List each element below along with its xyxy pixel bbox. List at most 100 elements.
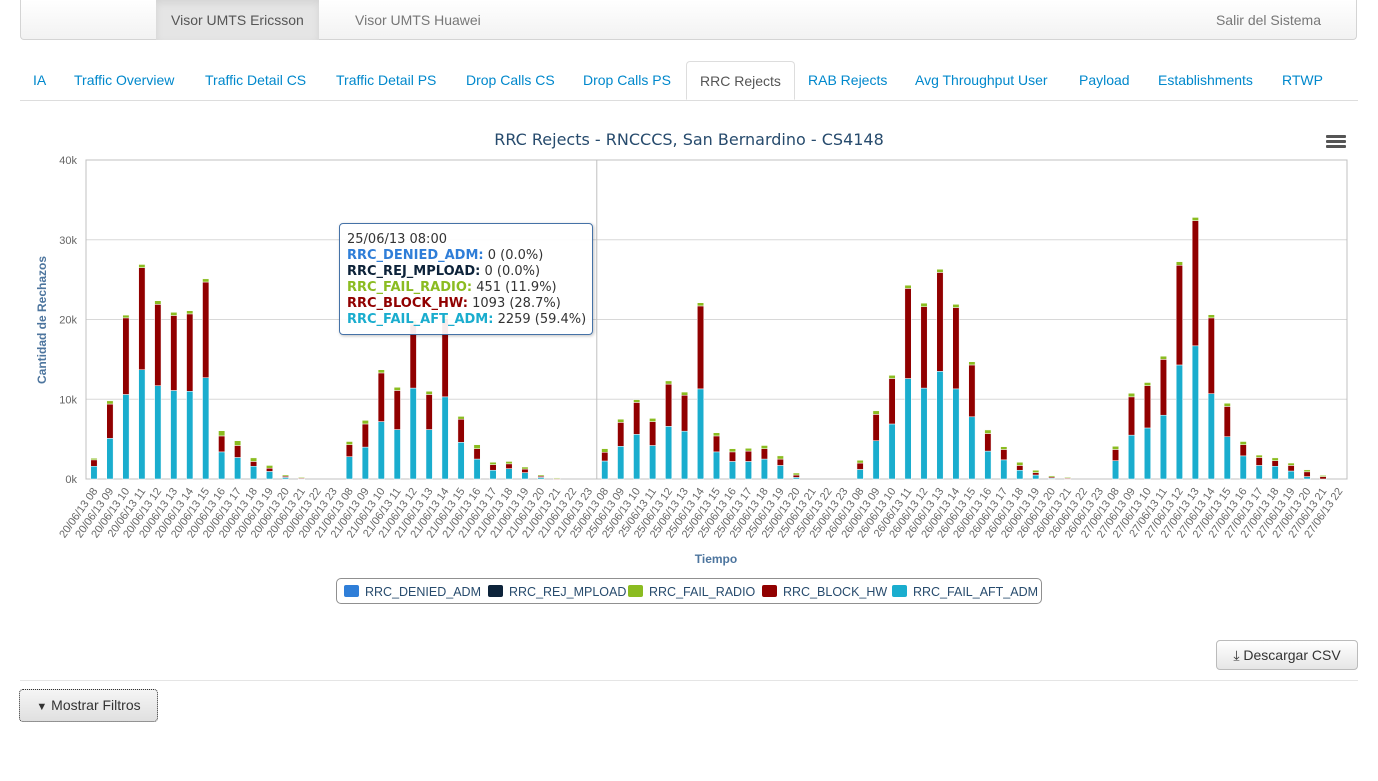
bar-segment[interactable]	[1032, 472, 1040, 476]
bar-segment[interactable]	[505, 463, 513, 469]
bar-segment[interactable]	[537, 474, 545, 477]
bar-segment[interactable]	[1016, 469, 1024, 480]
bar-segment[interactable]	[1032, 474, 1040, 480]
nav-visor-ericsson[interactable]: Visor UMTS Ericsson	[156, 0, 319, 40]
tab-rrc-rejects[interactable]: RRC Rejects	[686, 61, 795, 100]
bar-segment[interactable]	[122, 314, 130, 319]
bar-segment[interactable]	[473, 448, 481, 460]
bar-segment[interactable]	[298, 477, 305, 479]
bar-segment[interactable]	[713, 451, 720, 480]
bar-segment[interactable]	[138, 264, 146, 268]
tab-traffic-overview[interactable]: Traffic Overview	[74, 72, 175, 88]
bar-segment[interactable]	[1000, 459, 1008, 480]
bar-segment[interactable]	[1112, 460, 1120, 480]
bar-segment[interactable]	[920, 306, 928, 389]
bar-segment[interactable]	[1144, 385, 1151, 429]
bar-segment[interactable]	[170, 315, 178, 391]
bar-segment[interactable]	[872, 414, 880, 441]
bar-segment[interactable]	[649, 445, 657, 480]
bar-segment[interactable]	[473, 458, 481, 480]
bar-segment[interactable]	[473, 444, 481, 449]
bar-segment[interactable]	[984, 450, 992, 480]
legend-item-rej-mpload[interactable]: RRC_REJ_MPLOAD	[488, 584, 626, 600]
bar-segment[interactable]	[345, 456, 353, 480]
bar-segment[interactable]	[1128, 396, 1135, 436]
bar-segment[interactable]	[250, 457, 258, 462]
bar-segment[interactable]	[122, 394, 130, 480]
bar-segment[interactable]	[681, 395, 689, 432]
bar-segment[interactable]	[760, 458, 768, 480]
tab-traffic-detail-cs[interactable]: Traffic Detail CS	[205, 72, 307, 88]
bar-segment[interactable]	[377, 369, 385, 374]
bar-segment[interactable]	[1191, 217, 1199, 221]
tab-drop-calls-ps[interactable]: Drop Calls PS	[583, 72, 671, 88]
bar-segment[interactable]	[218, 451, 226, 480]
bar-segment[interactable]	[1175, 261, 1183, 266]
bar-segment[interactable]	[521, 472, 529, 480]
bar-segment[interactable]	[250, 461, 258, 467]
bar-segment[interactable]	[1000, 449, 1008, 461]
logout-link[interactable]: Salir del Sistema	[1215, 12, 1321, 28]
bar-segment[interactable]	[1255, 465, 1263, 480]
bar-segment[interactable]	[1271, 465, 1279, 480]
bar-segment[interactable]	[1319, 475, 1327, 477]
bar-segment[interactable]	[1223, 436, 1231, 480]
bar-segment[interactable]	[202, 281, 210, 378]
bar-segment[interactable]	[792, 474, 800, 478]
bar-segment[interactable]	[425, 391, 433, 395]
bar-segment[interactable]	[713, 432, 720, 437]
bar-segment[interactable]	[1303, 471, 1311, 477]
bar-segment[interactable]	[888, 423, 896, 480]
bar-segment[interactable]	[489, 469, 497, 480]
bar-segment[interactable]	[952, 307, 960, 390]
bar-segment[interactable]	[968, 361, 976, 366]
bar-segment[interactable]	[952, 388, 960, 480]
bar-segment[interactable]	[90, 458, 98, 461]
bar-segment[interactable]	[760, 448, 768, 460]
bar-segment[interactable]	[186, 391, 194, 480]
bar-segment[interactable]	[377, 421, 385, 480]
bar-segment[interactable]	[90, 459, 98, 467]
bar-segment[interactable]	[345, 444, 353, 457]
bar-segment[interactable]	[665, 426, 673, 480]
bar-segment[interactable]	[968, 364, 976, 418]
bar-segment[interactable]	[936, 371, 944, 480]
bar-segment[interactable]	[681, 391, 689, 396]
bar-segment[interactable]	[361, 420, 369, 425]
bar-segment[interactable]	[904, 378, 912, 480]
bar-segment[interactable]	[234, 445, 242, 458]
bar-segment[interactable]	[425, 394, 433, 430]
tab-traffic-detail-ps[interactable]: Traffic Detail PS	[336, 72, 437, 88]
bar-segment[interactable]	[138, 369, 146, 480]
legend-item-fail-radio[interactable]: RRC_FAIL_RADIO	[628, 584, 755, 600]
bar-segment[interactable]	[601, 452, 609, 462]
bar-segment[interactable]	[681, 430, 689, 480]
bar-segment[interactable]	[154, 304, 162, 386]
bar-segment[interactable]	[441, 396, 449, 480]
bar-segment[interactable]	[744, 448, 752, 452]
bar-segment[interactable]	[1191, 220, 1199, 347]
bar-segment[interactable]	[282, 474, 289, 477]
bar-segment[interactable]	[553, 477, 561, 479]
bar-segment[interactable]	[1287, 470, 1295, 480]
bar-segment[interactable]	[984, 433, 992, 452]
bar-segment[interactable]	[234, 440, 242, 446]
chart-menu-icon[interactable]	[1326, 133, 1346, 151]
bar-segment[interactable]	[393, 390, 401, 430]
bar-segment[interactable]	[202, 377, 210, 480]
bar-segment[interactable]	[617, 418, 625, 423]
nav-visor-huawei[interactable]: Visor UMTS Huawei	[355, 12, 481, 28]
tab-rtwp[interactable]: RTWP	[1282, 72, 1323, 88]
bar-segment[interactable]	[1239, 455, 1247, 480]
bar-segment[interactable]	[521, 466, 529, 470]
bar-segment[interactable]	[1223, 406, 1231, 437]
bar-segment[interactable]	[760, 445, 768, 449]
legend-item-denied-adm[interactable]: RRC_DENIED_ADM	[344, 584, 481, 600]
bar-segment[interactable]	[968, 416, 976, 480]
bar-segment[interactable]	[170, 312, 178, 316]
bar-segment[interactable]	[1207, 393, 1215, 480]
bar-segment[interactable]	[202, 278, 210, 283]
bar-segment[interactable]	[633, 434, 641, 480]
bar-segment[interactable]	[154, 385, 162, 480]
bar-segment[interactable]	[345, 441, 353, 445]
